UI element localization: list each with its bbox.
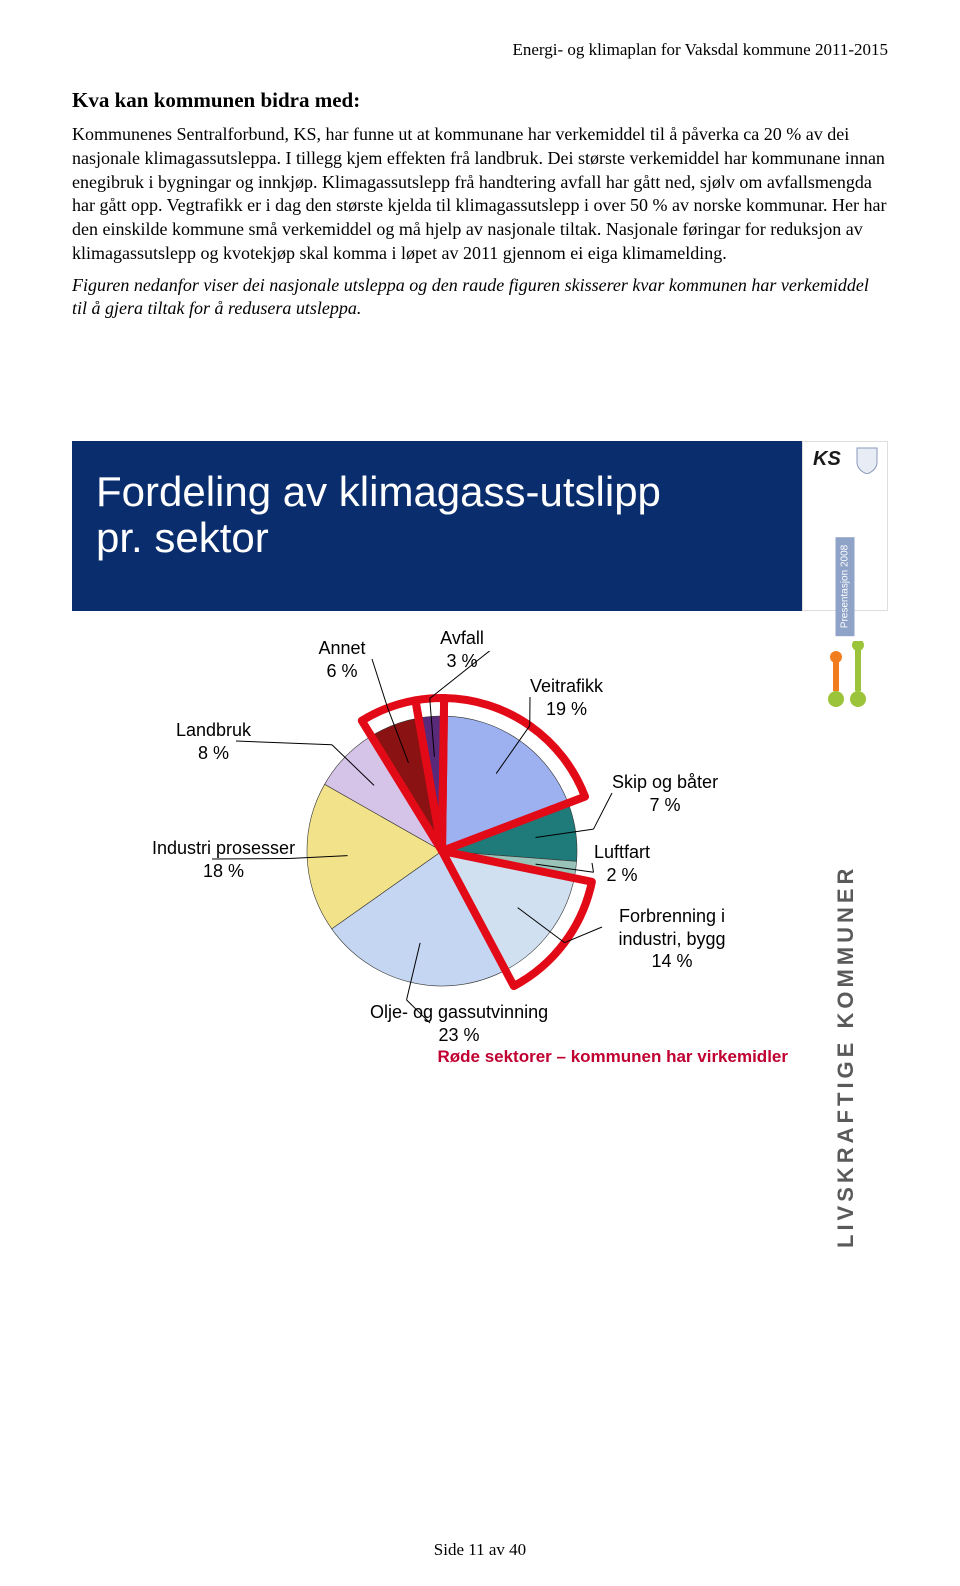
pie-label: Skip og båter7 %: [612, 771, 718, 816]
page-footer: Side 11 av 40: [0, 1540, 960, 1560]
slide-figure: Fordeling av klimagass-utslipp pr. sekto…: [72, 441, 888, 1071]
running-header: Energi- og klimaplan for Vaksdal kommune…: [72, 40, 888, 60]
shield-icon: [855, 446, 879, 474]
slide-title: Fordeling av klimagass-utslipp pr. sekto…: [96, 469, 778, 561]
pie-label: Industri prosesser18 %: [152, 837, 295, 882]
pie-label: Annet6 %: [312, 637, 372, 682]
vertical-brand-text: LIVSKRAFTIGE KOMMUNER: [833, 848, 859, 1248]
pie-chart: Avfall3 %Veitrafikk19 %Skip og båter7 %L…: [182, 651, 742, 1051]
pie-label: Avfall3 %: [432, 627, 492, 672]
slide-header: Fordeling av klimagass-utslipp pr. sekto…: [72, 441, 802, 611]
pie-label: Luftfart2 %: [592, 841, 652, 886]
slide-brandbox: KS Presentasjon 2008: [802, 441, 888, 611]
slide-footnote: Røde sektorer – kommunen har virkemidler: [437, 1047, 788, 1067]
pie-label: Olje- og gassutvinning23 %: [370, 1001, 548, 1046]
slide-title-line2: pr. sektor: [96, 514, 269, 561]
vertical-brand: LIVSKRAFTIGE KOMMUNER: [816, 641, 876, 1061]
ks-logo: KS: [813, 448, 841, 471]
body-paragraph-2: Figuren nedanfor viser dei nasjonale uts…: [72, 274, 888, 322]
brand-dots-icon: [824, 641, 870, 711]
pie-label: Landbruk8 %: [176, 719, 251, 764]
body-paragraph-1: Kommunenes Sentralforbund, KS, har funne…: [72, 123, 888, 266]
pie-label: Veitrafikk19 %: [530, 675, 603, 720]
pie-label: Forbrenning i industri, bygg14 %: [602, 905, 742, 973]
slide-title-line1: Fordeling av klimagass-utslipp: [96, 468, 661, 515]
section-heading: Kva kan kommunen bidra med:: [72, 88, 888, 113]
presentation-tag: Presentasjon 2008: [836, 537, 855, 636]
